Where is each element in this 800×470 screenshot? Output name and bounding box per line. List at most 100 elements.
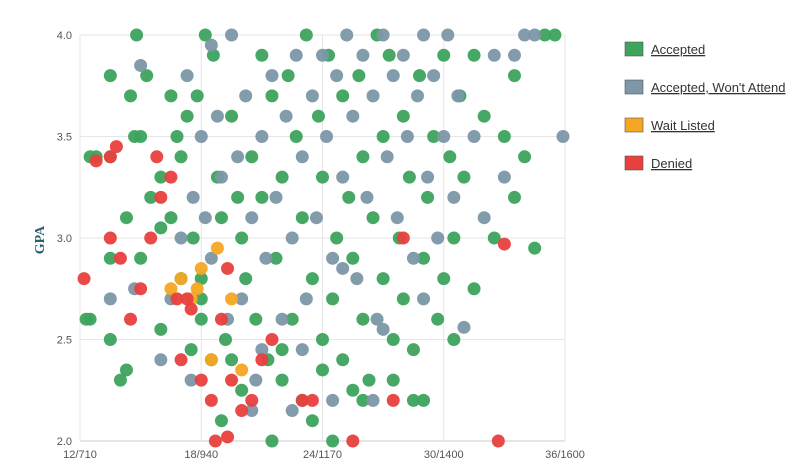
data-point [134,58,148,72]
data-point [219,333,232,346]
data-point [204,38,218,52]
data-point [164,282,178,296]
data-point [447,333,461,346]
data-point [279,109,293,123]
data-point [289,48,303,62]
data-point [124,312,138,326]
data-point [528,28,542,42]
data-point [437,272,451,286]
y-tick-label: 2.0 [57,436,72,448]
legend-item[interactable]: Wait Listed [624,117,715,133]
x-tick-label: 36/1600 [545,449,585,461]
data-point [326,393,340,407]
data-point [269,251,283,265]
data-point [249,312,263,326]
data-point [245,211,259,225]
data-point [275,373,289,387]
data-point [336,353,350,367]
data-point [170,130,184,143]
data-point [362,373,376,387]
data-point [356,393,370,407]
legend-label: Wait Listed [651,118,715,133]
data-point [376,28,390,42]
data-point [225,28,239,42]
data-point [316,363,329,377]
data-point [497,130,511,143]
y-tick-label: 2.5 [57,335,72,347]
data-point [518,28,532,42]
data-point [356,48,370,62]
data-point [194,373,208,387]
data-point [330,69,344,83]
data-point [528,241,542,255]
data-point [119,363,133,377]
legend-item[interactable]: Accepted, Won't Attend [624,79,786,95]
data-point [376,322,390,336]
data-point [119,211,133,225]
data-point [295,150,309,164]
data-point [366,211,380,225]
data-point [113,251,127,265]
data-point [154,353,168,367]
data-point [235,292,249,306]
data-point [140,69,154,83]
data-point [316,170,329,184]
data-point [380,150,394,164]
data-point [134,130,148,143]
data-point [402,170,416,184]
series-3 [77,140,511,448]
series-1 [103,28,570,418]
data-point [214,170,228,184]
data-point [360,190,374,204]
data-point [330,231,344,245]
data-point [467,282,481,296]
data-point [305,393,319,407]
data-point [451,89,465,103]
data-point [194,261,208,275]
data-point [342,190,356,204]
data-point [382,48,396,62]
data-point [299,28,313,42]
data-point [235,383,249,397]
legend-label: Accepted, Won't Attend [651,80,786,95]
data-point [170,292,184,306]
data-point [336,89,350,103]
legend-swatch [624,41,644,57]
data-point [275,343,289,357]
data-point [130,28,144,42]
data-point [194,272,208,286]
data-point [309,211,323,225]
data-point [340,28,354,42]
data-point [210,109,224,123]
legend-item[interactable]: Accepted [624,41,705,57]
data-point [184,373,198,387]
data-point [103,69,117,83]
legend-item[interactable]: Denied [624,155,692,171]
y-axis-ticks: 2.0 2.5 3.0 3.5 4.0 [57,30,72,448]
data-point [245,150,259,164]
data-point [235,404,249,418]
data-point [497,170,511,184]
data-point [443,150,457,164]
data-point [154,170,168,184]
y-axis-title: GPA [33,225,48,254]
data-point [180,292,194,306]
data-point [174,150,188,164]
data-point [477,109,491,123]
data-point [144,190,158,204]
data-point [441,28,455,42]
data-point [83,312,97,326]
y-tick-label: 3.0 [57,233,72,245]
data-point [366,89,380,103]
data-point [174,272,188,286]
data-point [289,130,303,143]
data-point [356,312,370,326]
data-point [204,393,218,407]
data-point [221,261,235,275]
y-tick-label: 3.5 [57,132,72,144]
data-point [269,190,283,204]
data-point [265,89,279,103]
data-point [206,48,220,62]
data-point [305,272,319,286]
